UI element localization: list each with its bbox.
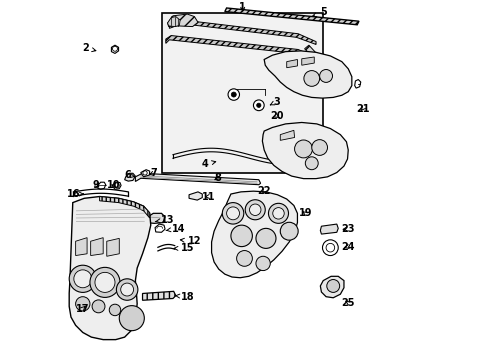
Polygon shape bbox=[224, 8, 358, 25]
Polygon shape bbox=[124, 173, 135, 181]
Circle shape bbox=[230, 225, 252, 247]
Polygon shape bbox=[76, 238, 87, 256]
Circle shape bbox=[90, 267, 120, 297]
Circle shape bbox=[294, 140, 312, 158]
Text: 11: 11 bbox=[202, 192, 215, 202]
Polygon shape bbox=[141, 170, 149, 177]
Circle shape bbox=[222, 203, 244, 224]
Circle shape bbox=[319, 69, 332, 82]
Polygon shape bbox=[169, 20, 315, 45]
Text: 12: 12 bbox=[180, 236, 201, 246]
Text: 22: 22 bbox=[257, 186, 270, 196]
Polygon shape bbox=[320, 224, 338, 234]
Circle shape bbox=[236, 251, 252, 266]
Circle shape bbox=[116, 279, 138, 300]
Polygon shape bbox=[135, 173, 260, 185]
Text: 24: 24 bbox=[341, 242, 354, 252]
Text: 8: 8 bbox=[214, 172, 221, 183]
Circle shape bbox=[322, 240, 338, 256]
Polygon shape bbox=[100, 197, 149, 218]
Circle shape bbox=[311, 140, 327, 156]
Text: 1: 1 bbox=[239, 2, 245, 12]
Text: 7: 7 bbox=[149, 168, 156, 178]
Polygon shape bbox=[111, 45, 118, 53]
Text: 16: 16 bbox=[66, 189, 83, 199]
Circle shape bbox=[303, 71, 319, 86]
Circle shape bbox=[244, 200, 264, 220]
Circle shape bbox=[272, 208, 284, 219]
Polygon shape bbox=[112, 182, 121, 189]
Text: 21: 21 bbox=[355, 104, 368, 114]
Circle shape bbox=[76, 297, 90, 311]
Text: 13: 13 bbox=[155, 215, 174, 225]
Circle shape bbox=[109, 304, 121, 316]
Polygon shape bbox=[106, 238, 119, 256]
Text: 18: 18 bbox=[175, 292, 194, 302]
Polygon shape bbox=[69, 197, 150, 339]
Text: 3: 3 bbox=[270, 97, 280, 107]
Text: 23: 23 bbox=[341, 224, 354, 234]
Text: 2: 2 bbox=[82, 43, 96, 53]
Circle shape bbox=[256, 103, 261, 107]
Text: 4: 4 bbox=[202, 159, 215, 169]
Polygon shape bbox=[354, 80, 360, 88]
Text: 6: 6 bbox=[124, 170, 134, 180]
Circle shape bbox=[253, 100, 264, 111]
Text: 25: 25 bbox=[341, 298, 354, 308]
Circle shape bbox=[226, 207, 239, 220]
Text: 17: 17 bbox=[76, 303, 89, 314]
Text: 5: 5 bbox=[312, 7, 326, 17]
Polygon shape bbox=[286, 59, 297, 68]
Circle shape bbox=[227, 89, 239, 100]
Text: 19: 19 bbox=[298, 208, 311, 218]
Circle shape bbox=[119, 306, 144, 331]
Polygon shape bbox=[280, 130, 294, 140]
Polygon shape bbox=[167, 17, 180, 27]
Text: 15: 15 bbox=[174, 243, 194, 253]
Polygon shape bbox=[304, 45, 322, 66]
Polygon shape bbox=[146, 213, 165, 223]
Circle shape bbox=[305, 157, 318, 170]
Polygon shape bbox=[301, 57, 314, 65]
Circle shape bbox=[95, 273, 115, 292]
Circle shape bbox=[74, 270, 92, 288]
Polygon shape bbox=[264, 51, 351, 98]
Text: 10: 10 bbox=[107, 180, 121, 190]
Polygon shape bbox=[155, 224, 165, 232]
Circle shape bbox=[255, 228, 275, 248]
Circle shape bbox=[326, 279, 339, 292]
Polygon shape bbox=[211, 191, 297, 278]
Text: 14: 14 bbox=[166, 224, 184, 234]
Polygon shape bbox=[142, 291, 176, 300]
Circle shape bbox=[268, 203, 288, 223]
Circle shape bbox=[280, 222, 298, 240]
Circle shape bbox=[121, 283, 133, 296]
Polygon shape bbox=[320, 276, 343, 298]
Circle shape bbox=[231, 92, 236, 97]
Polygon shape bbox=[165, 36, 319, 63]
Polygon shape bbox=[98, 182, 105, 189]
Polygon shape bbox=[262, 122, 347, 179]
Circle shape bbox=[69, 265, 96, 292]
Circle shape bbox=[255, 256, 270, 271]
Polygon shape bbox=[167, 14, 198, 27]
Polygon shape bbox=[189, 192, 202, 200]
Circle shape bbox=[92, 300, 105, 313]
Polygon shape bbox=[90, 238, 103, 256]
Circle shape bbox=[249, 204, 261, 216]
Text: 20: 20 bbox=[269, 111, 283, 121]
Text: 9: 9 bbox=[92, 180, 99, 190]
Bar bbox=[162, 13, 323, 173]
